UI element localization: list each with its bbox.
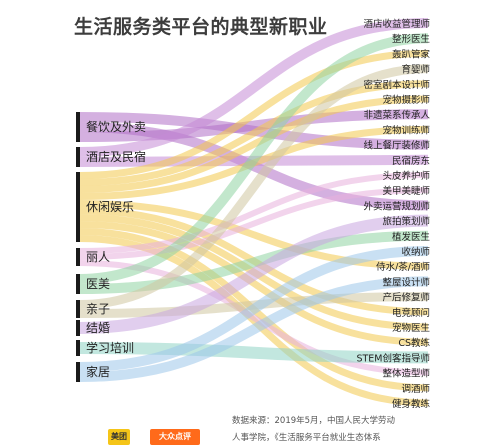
source-node-bar (76, 320, 80, 336)
flow-ribbon (79, 276, 429, 382)
source-node-bar (76, 147, 80, 167)
flow-ribbon (79, 221, 429, 346)
target-label: 植发医生 (392, 231, 431, 243)
flow-ribbon (79, 172, 429, 254)
target-label: CS教练 (398, 337, 430, 349)
target-label: 健身教练 (392, 398, 431, 410)
target-label: 育婴师 (401, 64, 430, 76)
source-label: 休闲娱乐 (86, 200, 134, 214)
flow-ribbon (79, 80, 429, 186)
flow-ribbon (79, 18, 429, 157)
target-label: 宠物摄影师 (382, 94, 430, 106)
source-label: 家居 (86, 364, 110, 379)
dianping-logo: 大众点评 (150, 429, 200, 445)
target-label: 侍水/茶/酒师 (376, 261, 430, 273)
target-label: 轰趴管家 (392, 48, 431, 60)
target-label: 民宿房东 (392, 155, 430, 167)
source-node-bar (76, 300, 80, 318)
meituan-logo: 美团 (108, 429, 130, 445)
source-label: 学习培训 (86, 340, 134, 355)
target-label: 整体造型师 (382, 368, 430, 380)
flow-ribbon (79, 187, 429, 260)
target-label: 酒店收益管理师 (363, 18, 430, 30)
target-label: 线上餐厅装修师 (363, 140, 430, 152)
diagram-title: 生活服务类平台的典型新职业 (74, 16, 328, 38)
target-label: 密室剧本设计师 (363, 79, 430, 91)
flow-ribbon (79, 246, 429, 372)
target-label: 整屋设计师 (382, 276, 430, 288)
source-node-bar (76, 172, 80, 242)
source-node-bar (76, 340, 80, 356)
source-label: 餐饮及外卖 (86, 119, 146, 134)
flow-ribbon (79, 64, 429, 309)
flow-ribbon (79, 200, 429, 270)
source-label: 酒店及民宿 (86, 149, 146, 164)
source-label: 丽人 (86, 250, 110, 264)
source-node-bar (76, 112, 80, 142)
target-label: 宠物医生 (392, 322, 431, 334)
source-note-cont: 人事学院，《生活服务平台就业生态体系 (232, 433, 381, 443)
target-label: 宠物训练师 (382, 124, 430, 136)
flow-ribbon (79, 342, 429, 364)
target-label: 头皮养护师 (382, 170, 430, 182)
target-label: 整形医生 (392, 33, 431, 45)
source-node-bar (76, 248, 80, 266)
target-label: 外卖运营规划师 (363, 200, 430, 212)
target-label: 产后修复师 (382, 292, 430, 304)
target-label: 电竞顾问 (392, 307, 430, 319)
flow-ribbon (79, 49, 429, 179)
target-label: 旅拍策划师 (382, 216, 430, 228)
flow-ribbon (79, 214, 429, 334)
target-label: STEM创客指导师 (356, 352, 430, 364)
flow-ribbon (79, 33, 429, 284)
target-label: 非遗菜系传承人 (363, 109, 430, 121)
flow-ribbon (79, 95, 429, 193)
source-label: 医美 (86, 277, 110, 291)
source-label: 结婚 (86, 321, 110, 335)
source-node-bar (76, 274, 80, 294)
flow-ribbon (79, 109, 429, 142)
flow-layer (79, 18, 429, 407)
source-node-bar (76, 362, 80, 382)
flow-ribbon (79, 230, 429, 294)
target-label: 调酒师 (401, 383, 430, 395)
target-label: 收纳师 (401, 246, 430, 258)
source-note: 数据来源：2019年5月，中国人民大学劳动 (232, 416, 396, 426)
target-label: 美甲美睫师 (382, 185, 430, 197)
source-label: 亲子 (86, 302, 110, 316)
